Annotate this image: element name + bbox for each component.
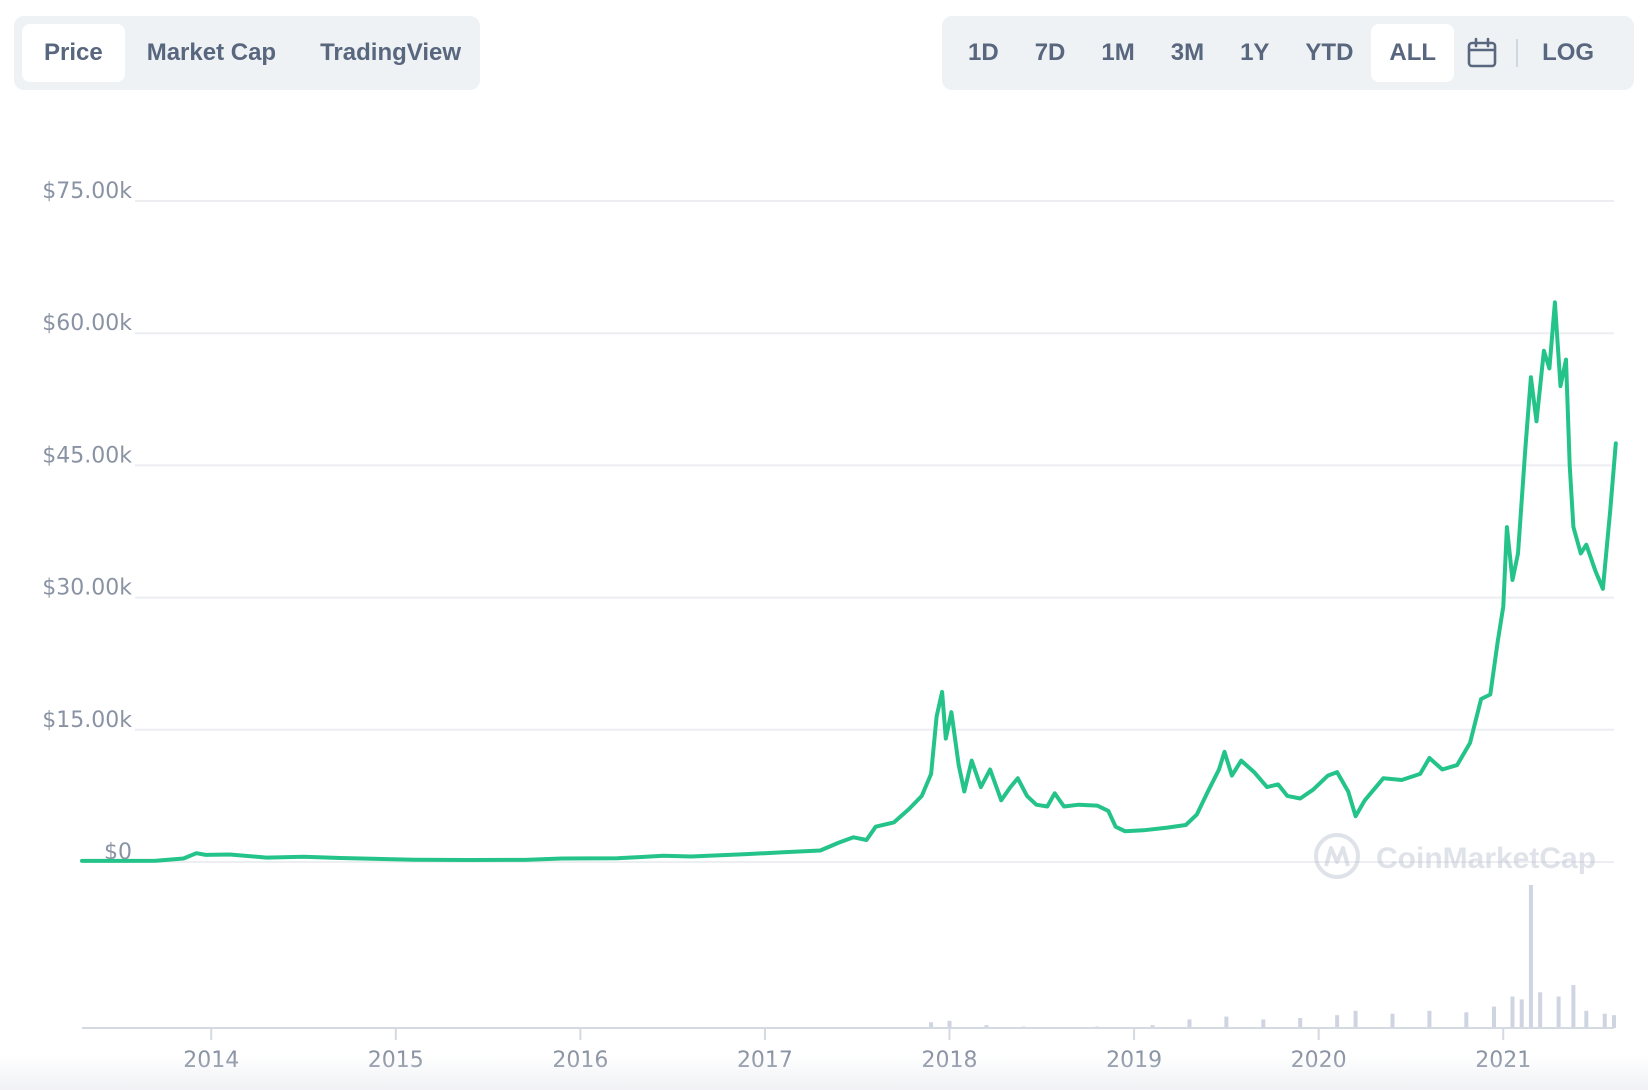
price-line — [80, 300, 1618, 863]
tab-tradingview[interactable]: TradingView — [320, 39, 462, 66]
y-axis-ticks: $0$15.00k$30.00k$45.00k$60.00k$75.00k — [42, 179, 132, 865]
bottom-fade — [0, 1054, 1648, 1090]
calendar-button[interactable] — [1454, 24, 1510, 82]
y-tick-label: $30.00k — [42, 576, 132, 601]
volume-bar — [1584, 1010, 1589, 1028]
range-1d-button[interactable]: 1D — [968, 39, 999, 66]
watermark-text: CoinMarketCap — [1376, 842, 1596, 875]
volume-bar — [1335, 1015, 1340, 1028]
volume-bar — [1519, 999, 1524, 1028]
volume-bar — [1187, 1019, 1192, 1028]
y-tick-label: $45.00k — [42, 443, 132, 468]
volume-bar — [1571, 985, 1576, 1028]
volume-bar — [1510, 996, 1515, 1028]
volume-bar — [1612, 1015, 1616, 1028]
volume-bar — [1261, 1019, 1266, 1028]
range-1y-button[interactable]: 1Y — [1240, 39, 1270, 66]
price-chart: $0$15.00k$30.00k$45.00k$60.00k$75.00k 20… — [42, 179, 1618, 1073]
volume-bar — [1492, 1006, 1497, 1028]
volume-bar — [929, 1022, 934, 1028]
volume-bar — [1556, 996, 1561, 1028]
range-3m-button[interactable]: 3M — [1170, 39, 1205, 66]
tab-price[interactable]: Price — [22, 24, 125, 82]
log-scale-button[interactable]: LOG — [1542, 39, 1595, 66]
volume-bar — [947, 1020, 952, 1028]
range-all-button[interactable]: ALL — [1371, 24, 1455, 82]
chart-view-tabs: Price Market Cap TradingView — [14, 16, 480, 90]
volume-bar — [1602, 1013, 1607, 1028]
volume-bar — [1427, 1010, 1432, 1028]
range-1m-button[interactable]: 1M — [1101, 39, 1135, 66]
toolbar-divider — [1516, 39, 1519, 67]
tab-market-cap[interactable]: Market Cap — [146, 39, 277, 66]
volume-bar — [1390, 1013, 1395, 1028]
volume-bar — [1298, 1017, 1303, 1028]
y-tick-label: $75.00k — [42, 179, 132, 204]
coinmarketcap-logo-icon — [1314, 833, 1360, 879]
volume-bar — [984, 1025, 989, 1028]
range-7d-button[interactable]: 7D — [1034, 39, 1066, 66]
calendar-icon — [1467, 37, 1497, 68]
volume-bars — [116, 885, 1616, 1029]
time-range-tabs: 1D 7D 1M 3M 1Y YTD ALL LOG — [942, 16, 1634, 90]
y-tick-label: $60.00k — [42, 311, 132, 336]
volume-bar — [1538, 992, 1543, 1028]
volume-bar — [1353, 1010, 1358, 1028]
coinmarketcap-watermark: CoinMarketCap — [1314, 833, 1596, 879]
volume-bar — [1528, 885, 1533, 1028]
price-series — [80, 300, 1618, 863]
range-ytd-button[interactable]: YTD — [1305, 39, 1354, 66]
volume-bar — [1224, 1016, 1229, 1028]
gridlines — [135, 200, 1614, 863]
y-tick-label: $15.00k — [42, 708, 132, 733]
volume-bar — [1464, 1012, 1469, 1028]
volume-bar — [1150, 1025, 1155, 1028]
